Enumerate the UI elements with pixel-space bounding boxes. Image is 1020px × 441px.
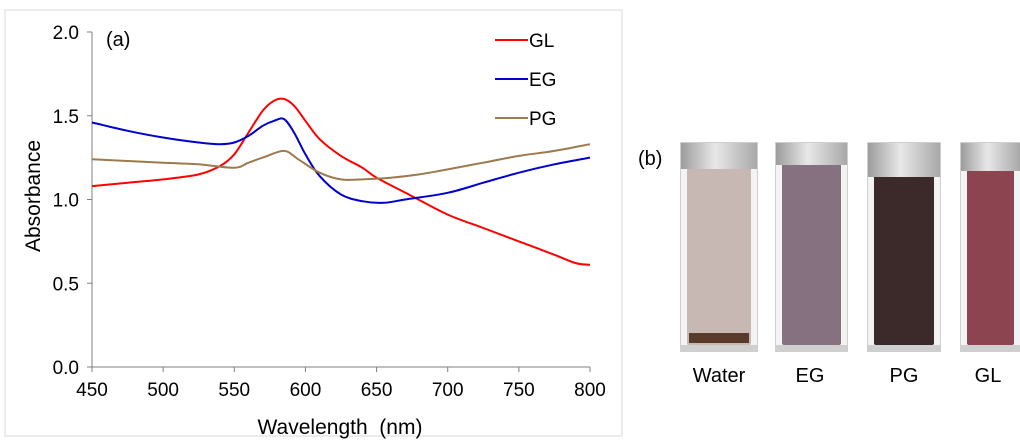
cuvette-photo-gl: [960, 142, 1020, 352]
x-tick-label: 650: [361, 380, 393, 401]
legend-label-eg: EG: [529, 70, 556, 91]
cuvette-cap: [681, 143, 757, 169]
cuvette-cap: [776, 143, 847, 165]
cuvette-cap: [961, 143, 1020, 171]
y-axis-title: Absorbance: [22, 140, 45, 252]
cuvette-photo-pg: [867, 142, 941, 352]
cuvette-liquid: [967, 157, 1014, 345]
legend-label-gl: GL: [529, 31, 554, 52]
plot-area: 0.0 0.5 1.0 1.5 2.0 450 500 550 600 650 700 750 800 G…: [53, 23, 606, 401]
photo-label-gl: GL: [974, 365, 1002, 387]
series-line-gl: [91, 97, 591, 266]
cuvette-liquid: [874, 157, 934, 345]
x-tick-label: 600: [290, 380, 322, 401]
cuvette-base: [681, 345, 757, 351]
y-tick-label: 1.0: [53, 191, 79, 212]
photo-label-eg: EG: [795, 365, 825, 387]
x-tick-label: 700: [432, 380, 464, 401]
cuvette-base: [776, 345, 847, 351]
cuvette-cap: [868, 143, 940, 177]
photo-label-water: Water: [692, 365, 746, 387]
chart-frame: [4, 9, 623, 437]
y-tick-label: 2.0: [53, 23, 79, 44]
panel-a-label: (a): [106, 29, 130, 51]
x-tick-label: 500: [147, 380, 179, 401]
cuvette-liquid: [687, 157, 751, 345]
cuvette-liquid: [782, 157, 841, 345]
cuvette-photo-water: [680, 142, 758, 352]
panel-b-label: (b): [638, 148, 663, 170]
series-line-pg: [91, 143, 591, 181]
cuvette-sediment: [689, 333, 749, 343]
x-tick-label: 450: [76, 380, 108, 401]
cuvette-base: [868, 345, 940, 351]
x-tick-label: 750: [503, 380, 535, 401]
x-tick-label: 550: [218, 380, 250, 401]
photo-label-pg: PG: [889, 365, 919, 387]
y-tick-label: 0.0: [53, 358, 79, 379]
cuvette-photo-eg: [775, 142, 848, 352]
x-tick-label: 800: [574, 380, 606, 401]
legend-label-pg: PG: [529, 109, 556, 130]
y-tick-label: 0.5: [53, 274, 79, 295]
x-axis-title: Wavelength (nm): [258, 416, 423, 439]
cuvette-base: [961, 345, 1020, 351]
series-line-eg: [91, 117, 591, 204]
y-tick-label: 1.5: [53, 107, 79, 128]
